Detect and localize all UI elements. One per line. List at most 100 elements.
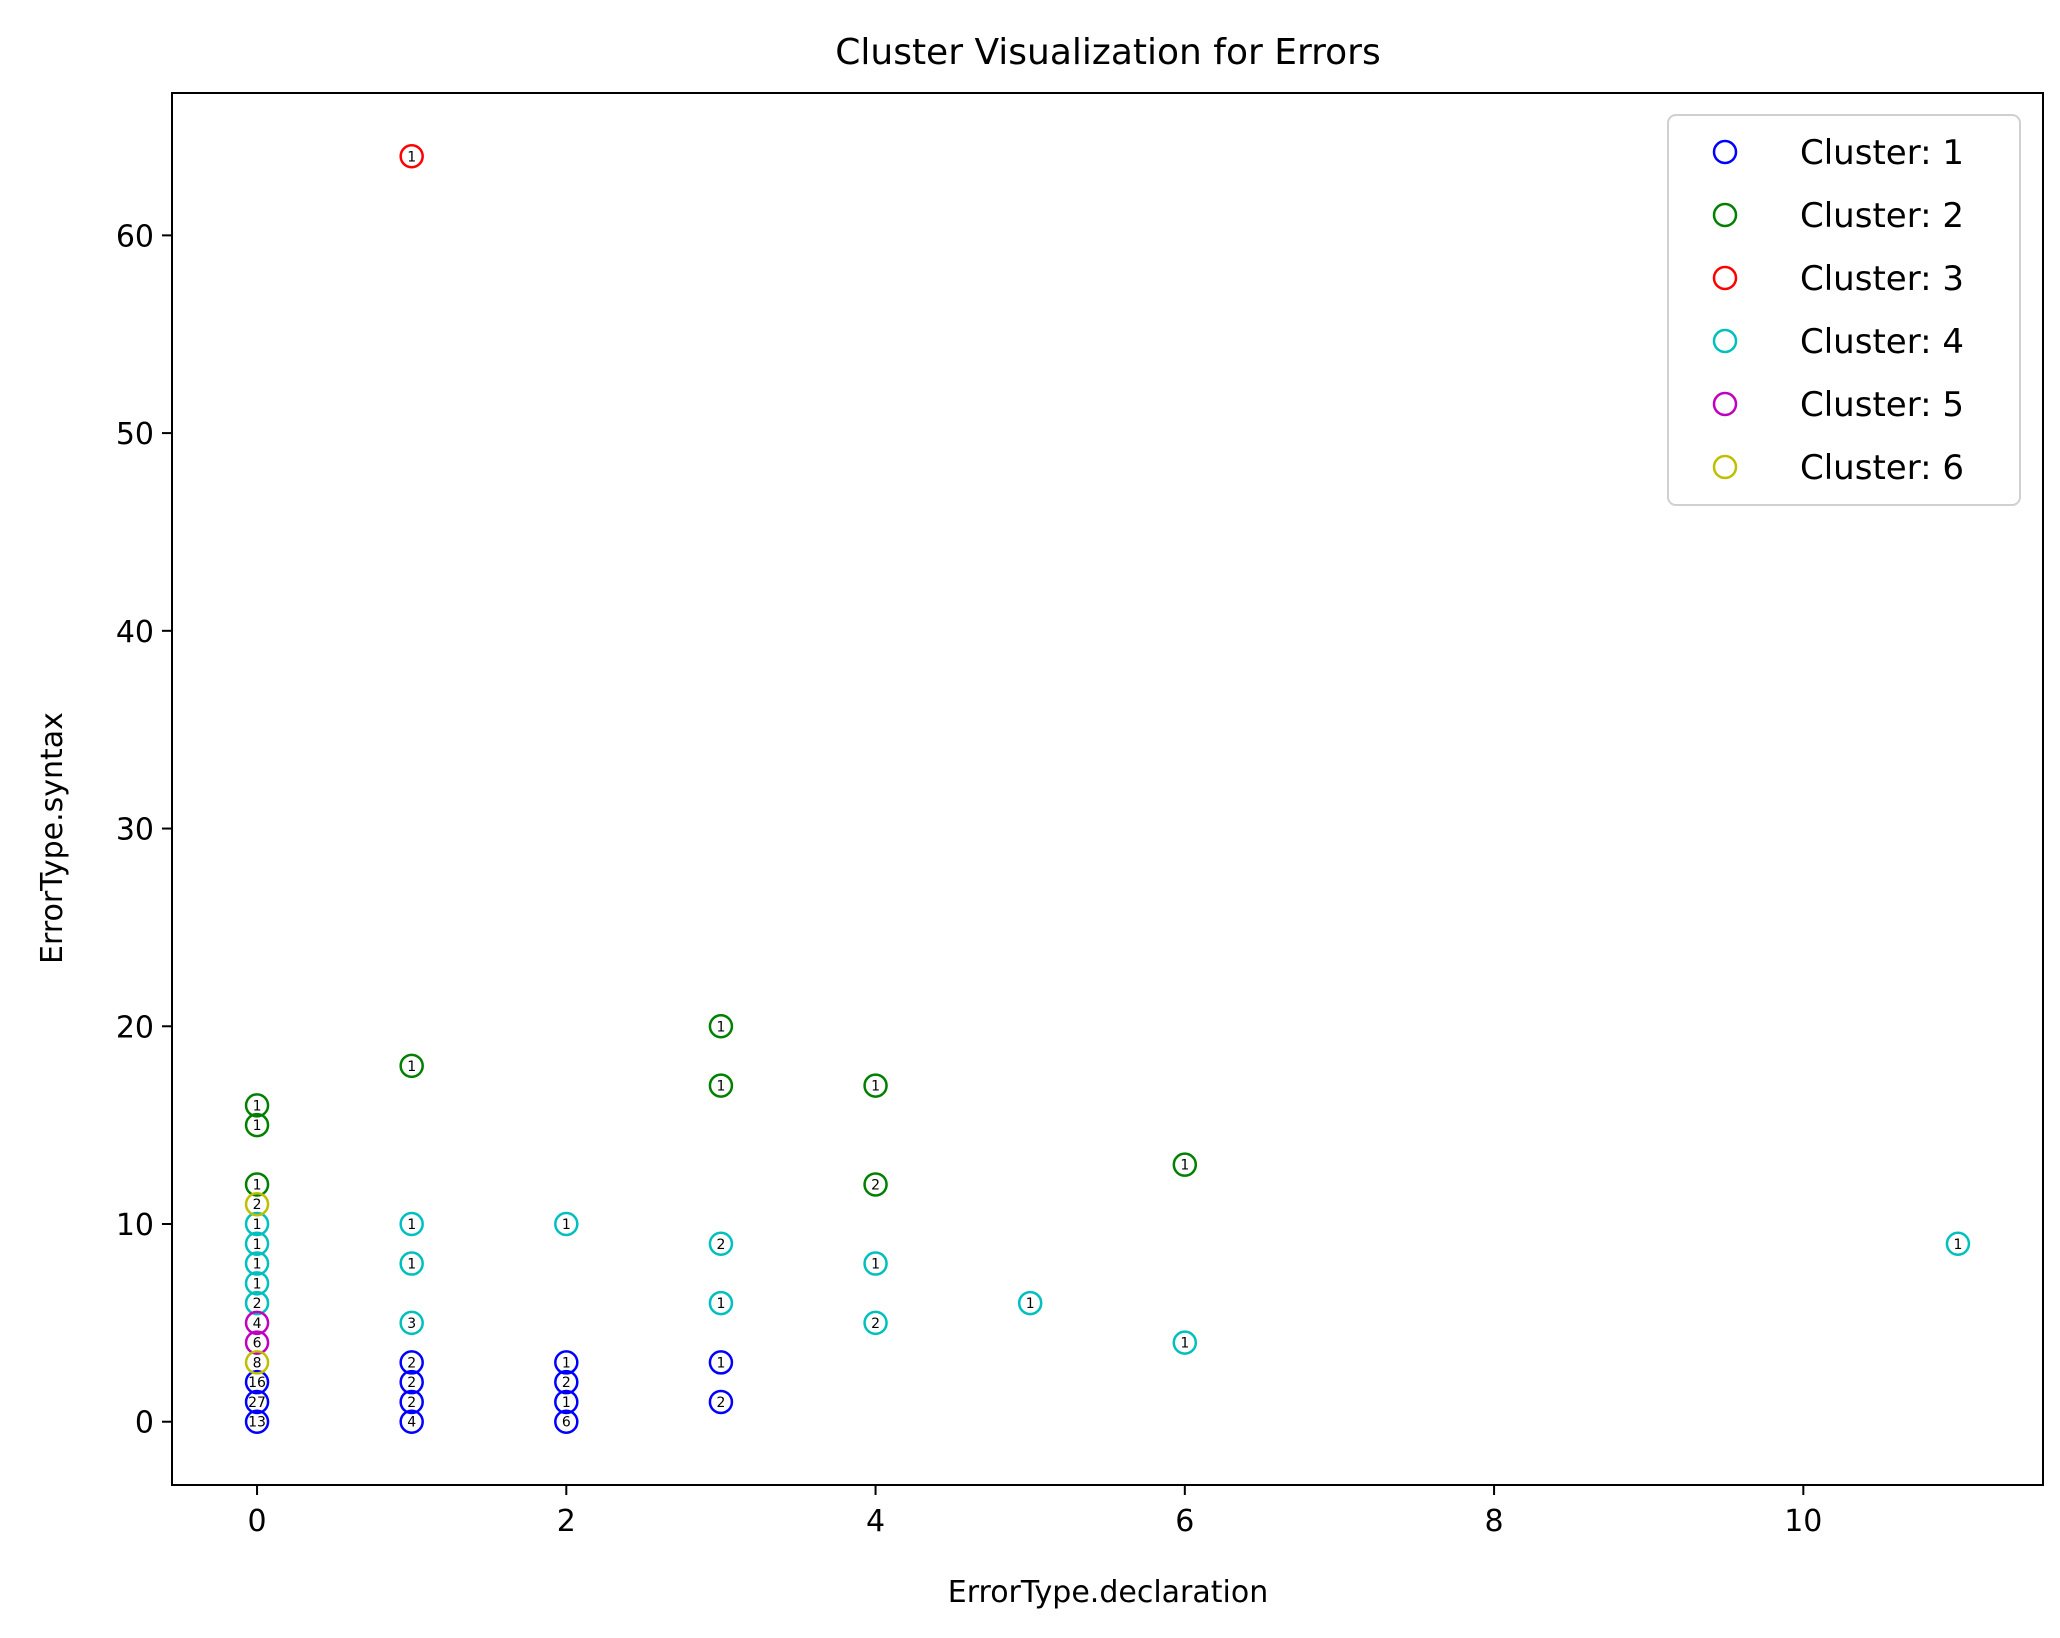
data-point-label: 1 <box>253 1177 262 1193</box>
data-point-label: 1 <box>716 1079 725 1095</box>
data-point <box>554 1389 579 1415</box>
data-point-label: 1 <box>716 1296 725 1312</box>
data-point <box>554 1350 579 1375</box>
data-point-label: 1 <box>253 1217 262 1233</box>
data-point-label: 1 <box>407 1257 416 1273</box>
data-point-label: 1 <box>716 1355 725 1371</box>
data-point-label: 1 <box>716 1019 725 1035</box>
data-point-label: 1 <box>871 1257 880 1273</box>
data-point <box>708 1231 734 1257</box>
data-point-label: 1 <box>253 1257 262 1273</box>
data-point <box>399 1369 424 1395</box>
data-point <box>399 1350 424 1375</box>
y-tick-label: 50 <box>116 417 154 452</box>
data-point-label: 2 <box>407 1355 416 1371</box>
data-point-label: 1 <box>1180 1336 1189 1352</box>
data-point-label: 27 <box>248 1395 266 1411</box>
y-axis-ticks: 0 10 20 30 40 50 60 <box>116 219 172 1441</box>
data-point <box>1172 1330 1198 1355</box>
x-tick-label: 0 <box>247 1504 266 1539</box>
data-point <box>244 1211 270 1237</box>
data-point-label: 4 <box>407 1415 416 1431</box>
data-point-label: 1 <box>1953 1237 1962 1253</box>
legend-marker <box>1712 328 1738 354</box>
data-point <box>708 1290 734 1316</box>
data-point <box>708 1350 734 1375</box>
data-point <box>708 1014 734 1039</box>
legend-marker <box>1712 202 1738 228</box>
data-point-label: 2 <box>407 1375 416 1391</box>
data-point-label: 2 <box>253 1296 262 1312</box>
data-point <box>554 1369 579 1395</box>
data-point <box>399 1053 424 1079</box>
x-tick-label: 4 <box>866 1504 885 1539</box>
series-cluster-2: 1 1 1 1 1 1 1 2 1 <box>244 1014 1198 1197</box>
data-point-label: 3 <box>407 1316 416 1332</box>
x-tick-label: 10 <box>1784 1504 1822 1539</box>
data-point-label: 1 <box>407 1217 416 1233</box>
series-cluster-6: 28 <box>244 1191 270 1375</box>
data-point <box>244 1350 270 1375</box>
data-point <box>863 1172 888 1197</box>
data-point-label: 1 <box>562 1355 571 1371</box>
y-tick-label: 40 <box>116 615 154 650</box>
x-tick-label: 2 <box>557 1504 576 1539</box>
y-axis-label: ErrorType.syntax <box>35 712 70 964</box>
data-point <box>708 1389 734 1415</box>
data-point-label: 1 <box>871 1079 880 1095</box>
data-point <box>399 1251 424 1276</box>
legend-label: Cluster: 3 <box>1800 259 1964 299</box>
data-point-label: 2 <box>716 1395 725 1411</box>
data-point <box>554 1211 579 1237</box>
data-point-label: 2 <box>871 1177 880 1193</box>
data-point <box>708 1073 734 1098</box>
data-point-label: 2 <box>562 1375 571 1391</box>
legend-marker <box>1712 265 1738 291</box>
data-point-label: 2 <box>871 1316 880 1332</box>
data-point <box>863 1251 888 1276</box>
data-point-label: 6 <box>253 1336 262 1352</box>
data-point <box>244 1409 270 1434</box>
x-tick-label: 8 <box>1485 1504 1504 1539</box>
data-point <box>244 1369 270 1395</box>
data-point <box>244 1330 270 1355</box>
x-axis-label: ErrorType.declaration <box>948 1575 1268 1610</box>
data-point-label: 1 <box>253 1276 262 1292</box>
data-point <box>554 1409 579 1434</box>
data-point-label: 2 <box>253 1197 262 1213</box>
series-cluster-5: 46 <box>244 1310 270 1355</box>
data-point-label: 1 <box>1026 1296 1035 1312</box>
data-point <box>1945 1231 1971 1257</box>
data-point <box>244 1093 270 1118</box>
data-point <box>244 1290 270 1316</box>
series-cluster-4: 1 1 1 1 2 1 1 3 1 2 1 1 2 1 1 1 <box>244 1211 1971 1355</box>
data-point-label: 1 <box>562 1217 571 1233</box>
legend-label: Cluster: 1 <box>1800 133 1964 173</box>
x-axis-ticks: 0 2 4 6 8 10 <box>247 1485 1822 1539</box>
data-point-label: 1 <box>253 1118 262 1134</box>
y-tick-label: 60 <box>116 219 154 254</box>
data-point <box>244 1172 270 1197</box>
data-point <box>399 144 424 169</box>
data-point-label: 1 <box>253 1237 262 1253</box>
data-point <box>244 1271 270 1296</box>
data-point <box>863 1310 888 1336</box>
data-point <box>244 1251 270 1276</box>
plot-frame <box>171 92 2044 1486</box>
data-point-label: 16 <box>248 1375 266 1391</box>
series-cluster-1: 13 27 16 4 2 2 2 6 1 2 1 2 1 <box>244 1350 734 1434</box>
data-point <box>399 1310 424 1336</box>
data-point <box>244 1112 270 1138</box>
series-cluster-3: 1 <box>399 144 424 169</box>
data-point-label: 6 <box>562 1415 571 1431</box>
y-tick-label: 0 <box>135 1406 154 1441</box>
data-point-label: 13 <box>248 1415 266 1431</box>
data-point <box>399 1211 424 1237</box>
data-point <box>1017 1290 1043 1316</box>
legend-label: Cluster: 5 <box>1800 385 1964 425</box>
y-tick-label: 10 <box>116 1208 154 1243</box>
data-point-label: 2 <box>716 1237 725 1253</box>
y-tick-label: 20 <box>116 1010 154 1045</box>
